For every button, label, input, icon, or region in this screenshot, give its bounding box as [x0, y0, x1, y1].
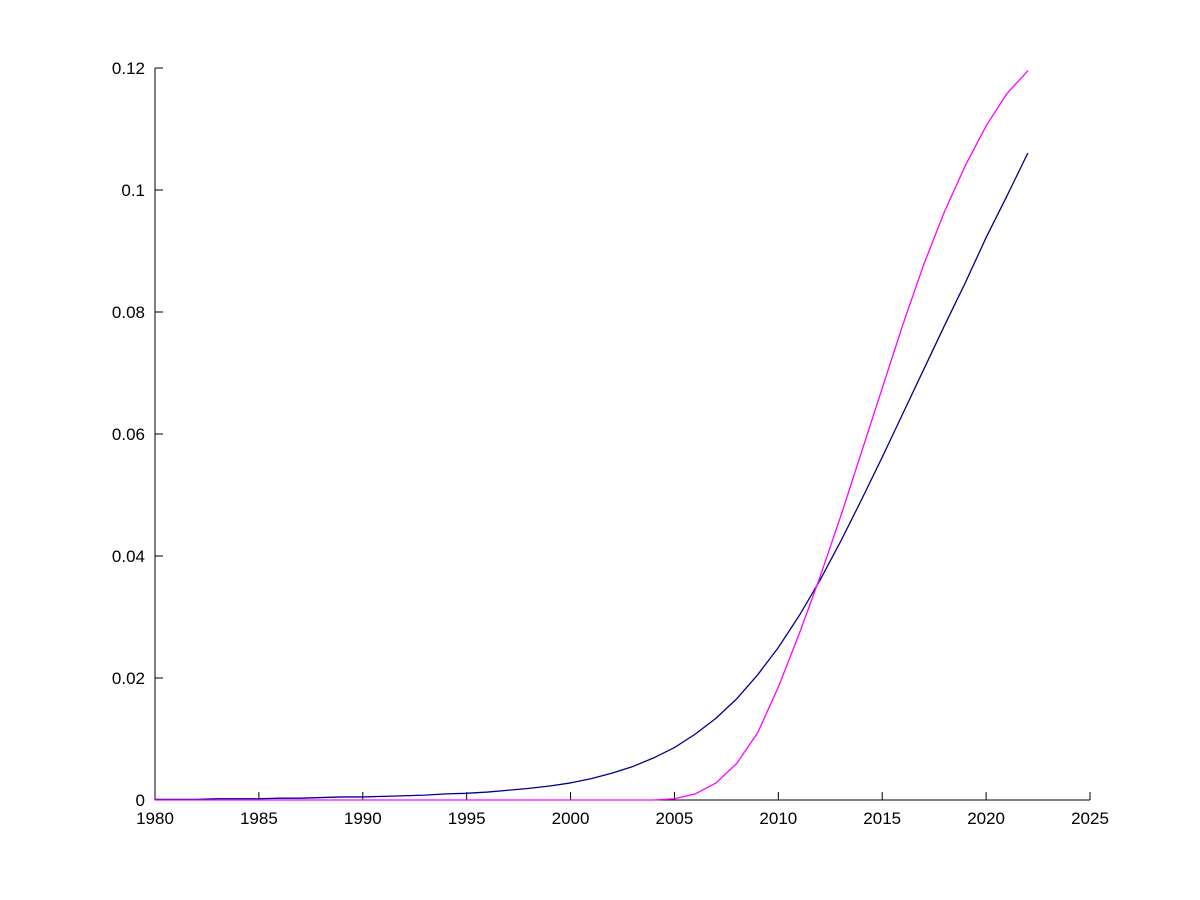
dark-blue-series-line — [154, 152, 1029, 801]
x-tick-label: 1995 — [448, 809, 486, 828]
y-tick-label: 0 — [136, 791, 145, 810]
x-tick-label: 1980 — [136, 809, 174, 828]
x-tick-label: 2025 — [1071, 809, 1109, 828]
x-tick-label: 1985 — [240, 809, 278, 828]
y-tick-label: 0.06 — [112, 425, 145, 444]
x-tick-label: 2010 — [759, 809, 797, 828]
x-tick-label: 2000 — [552, 809, 590, 828]
x-tick-label: 2005 — [656, 809, 694, 828]
x-tick-label: 1990 — [344, 809, 382, 828]
y-tick-label: 0.12 — [112, 59, 145, 78]
y-tick-label: 0.02 — [112, 669, 145, 688]
x-tick-label: 2020 — [967, 809, 1005, 828]
y-tick-label: 0.04 — [112, 547, 145, 566]
magenta-series-line — [154, 70, 1029, 801]
y-tick-label: 0.08 — [112, 303, 145, 322]
x-tick-label: 2015 — [863, 809, 901, 828]
y-tick-label: 0.1 — [121, 181, 145, 200]
